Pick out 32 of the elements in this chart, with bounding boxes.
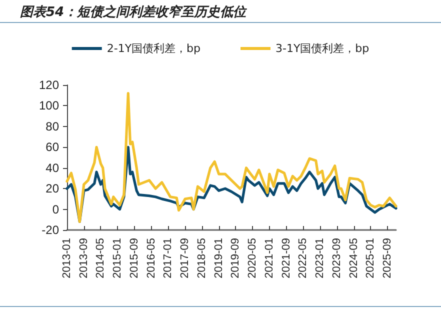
x-tick-label: 2017-09 bbox=[179, 238, 192, 278]
y-tick-label: 100 bbox=[38, 98, 60, 113]
x-tick-label: 2017-01 bbox=[162, 238, 174, 278]
x-tick-label: 2013-01 bbox=[61, 238, 73, 278]
x-tick-label: 2019-09 bbox=[230, 238, 242, 278]
x-tick-label: 2024-05 bbox=[348, 238, 360, 278]
x-tick-label: 2022-05 bbox=[297, 238, 310, 278]
legend-label: 3-1Y国债利差，bp bbox=[276, 42, 370, 55]
x-tick-label: 2021-01 bbox=[263, 238, 276, 278]
x-tick-label: 2025-09 bbox=[382, 238, 394, 278]
x-tick-label: 2018-05 bbox=[196, 238, 208, 278]
y-tick-label: 20 bbox=[46, 182, 60, 196]
x-tick-label: 2023-09 bbox=[330, 238, 343, 278]
y-tick-label: 40 bbox=[46, 160, 60, 175]
x-tick-label: 2015-09 bbox=[128, 238, 140, 278]
x-tick-label: 2013-09 bbox=[78, 238, 90, 278]
legend-label: 2-1Y国债利差，bp bbox=[106, 42, 201, 55]
x-tick-label: 2021-09 bbox=[280, 238, 292, 278]
x-tick-label: 2020-05 bbox=[246, 238, 259, 278]
x-tick-label: 2016-05 bbox=[145, 238, 158, 278]
x-tick-label: 2023-01 bbox=[314, 238, 326, 278]
x-tick-label: 2019-01 bbox=[212, 238, 225, 278]
y-tick-label: 120 bbox=[38, 78, 60, 92]
y-tick-label: 80 bbox=[46, 119, 60, 134]
x-tick-label: 2015-01 bbox=[112, 238, 124, 278]
y-tick-label: 60 bbox=[46, 140, 60, 154]
x-tick-label: 2014-05 bbox=[94, 238, 107, 278]
line-series bbox=[66, 92, 398, 224]
chart-title: 图表54：短债之间利差收窄至历史低位 bbox=[20, 4, 246, 21]
x-tick-label: 2025-01 bbox=[364, 238, 377, 278]
y-tick-label: -20 bbox=[42, 223, 60, 237]
y-tick-label: 0 bbox=[52, 202, 60, 216]
